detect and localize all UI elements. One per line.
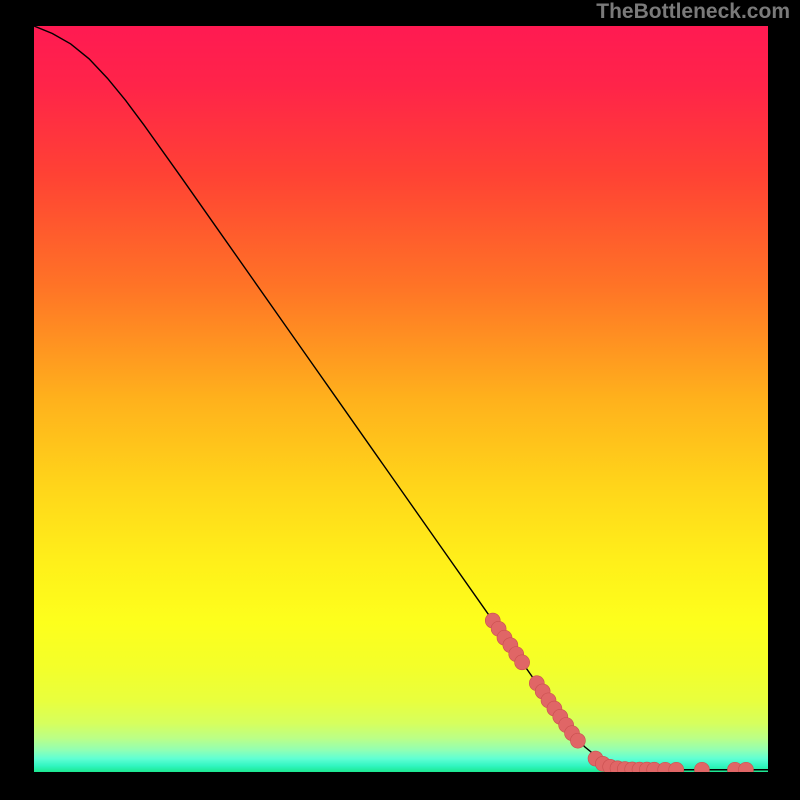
- data-point: [515, 655, 530, 670]
- plot-area: [34, 26, 768, 772]
- plot-background: [34, 26, 768, 772]
- data-point: [570, 733, 585, 748]
- chart-container: { "watermark": { "text": "TheBottleneck.…: [0, 0, 800, 800]
- plot-svg: [34, 26, 768, 772]
- watermark-text: TheBottleneck.com: [596, 0, 790, 24]
